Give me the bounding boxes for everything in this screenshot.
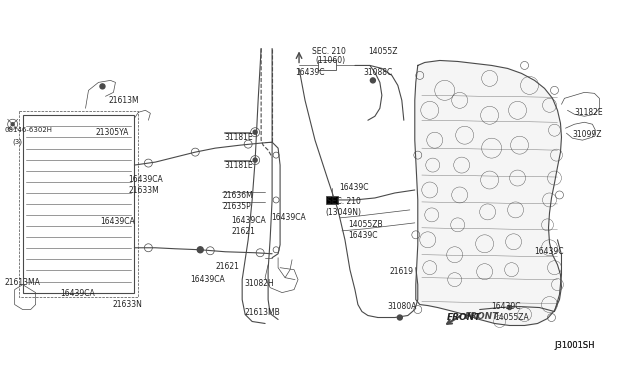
Bar [326,196,338,204]
Text: 14055ZA: 14055ZA [495,312,529,321]
Text: 31181E: 31181E [224,133,253,142]
Bar [318,61,336,70]
Text: 14055Z: 14055Z [368,46,397,55]
Bar [22,115,134,293]
Text: 16439C: 16439C [534,247,564,256]
Text: SEC. 210: SEC. 210 [327,197,361,206]
Text: J31001SH: J31001SH [554,341,595,350]
Text: 16439CA: 16439CA [129,175,163,184]
Text: 16439CA: 16439CA [271,213,306,222]
Text: 16439C: 16439C [492,302,521,311]
Circle shape [197,247,204,253]
Text: 21613MB: 21613MB [244,308,280,317]
Text: SEC. 210: SEC. 210 [312,46,346,55]
Text: 21613MA: 21613MA [4,278,40,287]
Text: 21305YA: 21305YA [95,128,129,137]
Text: 31080A: 31080A [388,302,417,311]
Text: J31001SH: J31001SH [554,341,595,350]
Text: 21621: 21621 [215,262,239,271]
Text: 14055ZB: 14055ZB [348,220,383,229]
Text: 21636M: 21636M [222,191,253,200]
Text: (3): (3) [13,138,22,145]
Text: (13049N): (13049N) [325,208,361,217]
Text: 31088C: 31088C [363,68,392,77]
Text: 08146-6302H: 08146-6302H [4,127,52,133]
Text: 31182E: 31182E [575,108,603,117]
Text: 21613M: 21613M [108,96,139,105]
Circle shape [11,123,14,126]
Bar [19,111,138,296]
Text: FRONT: FRONT [465,312,499,321]
Text: 21633N: 21633N [113,299,142,309]
Text: 16439CA: 16439CA [190,275,225,284]
Text: 31082H: 31082H [244,279,274,288]
Text: 21633M: 21633M [129,186,159,195]
Circle shape [253,130,257,134]
Text: 31099Z: 31099Z [572,130,602,139]
Text: 16439C: 16439C [348,231,378,240]
Text: 16439C: 16439C [295,68,324,77]
Polygon shape [415,61,561,326]
Text: (11060): (11060) [315,57,345,65]
Circle shape [508,305,511,310]
Text: 21635P: 21635P [222,202,251,211]
Text: 16439CA: 16439CA [100,217,135,226]
Text: 21621: 21621 [231,227,255,236]
Circle shape [100,84,105,89]
Text: 16439CA: 16439CA [61,289,95,298]
Text: 16439CA: 16439CA [231,216,266,225]
Text: FRONT: FRONT [447,312,481,321]
Circle shape [397,315,403,320]
Circle shape [371,78,376,83]
Text: 31181E: 31181E [224,161,253,170]
Circle shape [253,158,257,162]
Text: 21619: 21619 [390,267,414,276]
Text: 16439C: 16439C [339,183,369,192]
